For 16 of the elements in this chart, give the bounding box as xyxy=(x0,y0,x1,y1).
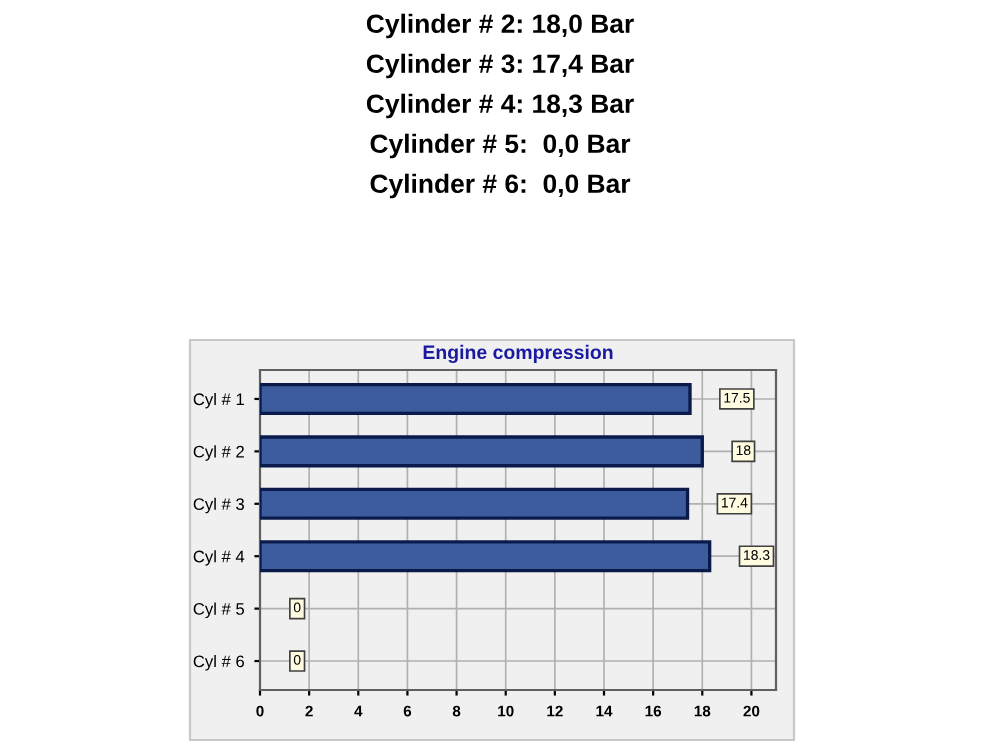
text: Cylinder # 4: 18,3 Bar xyxy=(366,93,634,119)
bar xyxy=(260,382,692,416)
y-tick-label: Cyl # 5 xyxy=(193,602,245,619)
bar xyxy=(260,435,704,468)
bar xyxy=(260,540,712,573)
y-tick-label: Cyl # 4 xyxy=(193,550,245,566)
bar xyxy=(260,487,690,520)
text: Cylinder # 2: 18,0 Bar xyxy=(366,13,634,39)
y-tick-label: Cyl # 1 xyxy=(193,392,244,409)
y-tick-label: Cyl # 2 xyxy=(193,445,244,461)
y-tick-label: Cyl # 6 xyxy=(193,655,244,671)
text: Cylinder # 3: 17,4 Bar xyxy=(366,53,634,79)
text: Cylinder # 5: 0,0 Bar xyxy=(370,133,631,159)
y-tick-label: Cyl # 3 xyxy=(193,497,244,514)
chart-title: Engine compression xyxy=(423,344,613,364)
text: Cylinder # 6: 0,0 Bar xyxy=(370,173,631,199)
